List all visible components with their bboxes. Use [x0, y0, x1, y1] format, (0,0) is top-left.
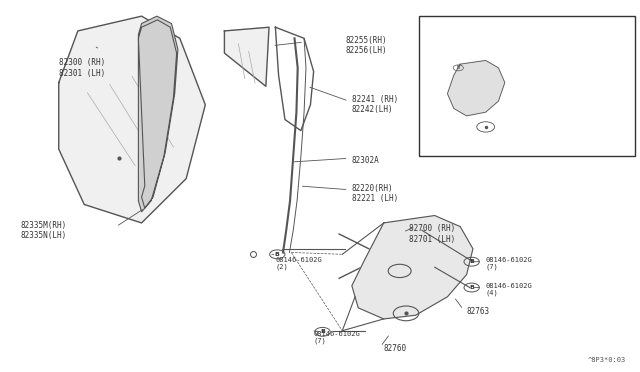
Text: B: B — [456, 65, 460, 70]
Text: 82752(RH)
82753<LH>: 82752(RH) 82753<LH> — [524, 98, 562, 112]
Text: 08146-6102G
(7): 08146-6102G (7) — [486, 257, 532, 270]
Text: 82700 (RH)
82701 (LH): 82700 (RH) 82701 (LH) — [409, 224, 456, 244]
Text: 82763: 82763 — [467, 307, 490, 316]
Text: 82760: 82760 — [384, 344, 407, 353]
Polygon shape — [59, 16, 205, 223]
FancyBboxPatch shape — [419, 16, 636, 157]
Text: B: B — [469, 285, 474, 290]
Text: 82302A: 82302A — [352, 155, 380, 165]
Text: FOR POWER WINDOW: FOR POWER WINDOW — [435, 26, 509, 35]
Text: 82335M(RH)
82335N(LH): 82335M(RH) 82335N(LH) — [20, 221, 67, 240]
Text: ^8P3*0:03: ^8P3*0:03 — [588, 357, 626, 363]
Text: 82255(RH)
82256(LH): 82255(RH) 82256(LH) — [346, 36, 387, 55]
Text: B: B — [320, 329, 325, 334]
Polygon shape — [225, 27, 269, 86]
Text: 82700 (RH)
82701 (LH): 82700 (RH) 82701 (LH) — [499, 42, 541, 57]
Text: 08146-6102G
(4): 08146-6102G (4) — [486, 283, 532, 296]
Text: 82300 (RH)
82301 (LH): 82300 (RH) 82301 (LH) — [59, 58, 105, 77]
Text: B: B — [469, 259, 474, 264]
Polygon shape — [447, 61, 505, 116]
PathPatch shape — [138, 16, 178, 212]
Text: B: B — [275, 252, 280, 257]
Text: 08146-6102G
(7): 08146-6102G (7) — [314, 331, 360, 344]
Text: 82220(RH)
82221 (LH): 82220(RH) 82221 (LH) — [352, 184, 398, 203]
Text: 08146-6102G
(2): 08146-6102G (2) — [275, 257, 322, 270]
Text: 82241 (RH)
82242(LH): 82241 (RH) 82242(LH) — [352, 95, 398, 115]
Polygon shape — [352, 215, 473, 319]
